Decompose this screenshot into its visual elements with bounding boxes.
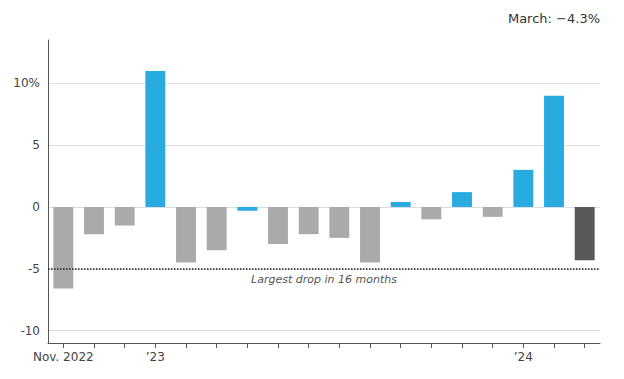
svg-text:-10: -10 (20, 324, 40, 338)
svg-text:Largest drop in 16 months: Largest drop in 16 months (251, 273, 397, 286)
svg-text:’24: ’24 (514, 350, 533, 364)
svg-text:0: 0 (32, 200, 40, 214)
svg-text:Nov. 2022: Nov. 2022 (33, 350, 94, 364)
svg-text:5: 5 (32, 138, 40, 152)
svg-text:’23: ’23 (146, 350, 165, 364)
svg-text:10%: 10% (13, 76, 40, 90)
svg-text:-5: -5 (28, 262, 40, 276)
svg-text:March: −4.3%: March: −4.3% (508, 11, 600, 26)
